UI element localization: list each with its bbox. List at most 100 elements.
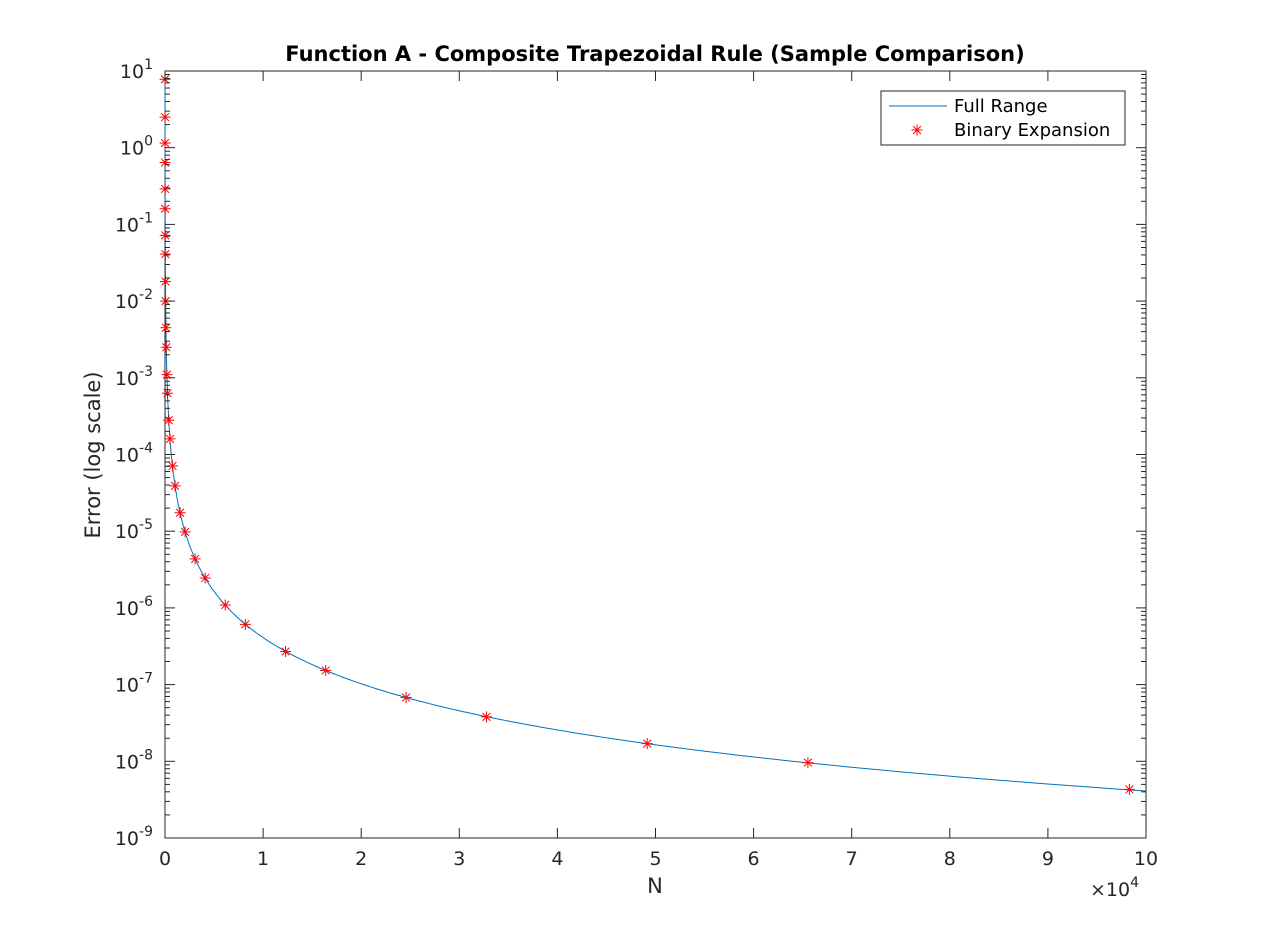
y-tick-label-exponent: -5 xyxy=(139,517,153,533)
marker-stroke xyxy=(803,758,813,767)
y-tick-label: 100 xyxy=(120,134,153,160)
y-tick-label-exponent: -6 xyxy=(139,594,153,610)
data-point-binary-expansion xyxy=(159,111,171,123)
data-point-binary-expansion xyxy=(160,341,172,353)
y-tick-label-exponent: -8 xyxy=(139,747,153,763)
x-tick-label: 9 xyxy=(1042,848,1054,870)
data-point-binary-expansion xyxy=(162,387,174,399)
legend-label-full-range: Full Range xyxy=(954,96,1048,117)
marker-stroke xyxy=(912,125,922,135)
y-tick-label-base: 10 xyxy=(115,598,139,620)
x-tick-labels: 0 1 2 3 4 5 6 7 8 9 10 xyxy=(159,848,1158,870)
marker-stroke xyxy=(160,112,170,122)
y-tick-label: 10-1 xyxy=(115,210,153,236)
marker-stroke xyxy=(164,415,174,425)
data-point-binary-expansion xyxy=(802,757,814,769)
marker-stroke xyxy=(321,666,330,675)
y-tick-label-base: 10 xyxy=(120,138,144,160)
y-tick-label-base: 10 xyxy=(115,291,139,313)
data-point-binary-expansion xyxy=(161,369,173,381)
x-exponent-label: ×104 xyxy=(1090,875,1139,901)
y-tick-label-exponent: -1 xyxy=(139,210,153,226)
y-tick-label-base: 10 xyxy=(115,214,139,236)
y-tick-label: 10-8 xyxy=(115,747,153,773)
marker-stroke xyxy=(401,693,411,702)
x-tick-label: 8 xyxy=(944,848,956,870)
marker-stroke xyxy=(163,388,172,398)
y-tick-label-exponent: -2 xyxy=(139,287,153,303)
marker-stroke xyxy=(281,647,290,656)
y-tick-label: 10-4 xyxy=(115,441,153,467)
y-tick-label-base: 10 xyxy=(120,61,144,83)
y-tick-label-base: 10 xyxy=(115,751,139,773)
y-axis-label: Error (log scale) xyxy=(81,371,105,538)
y-tick-label-exponent: 1 xyxy=(144,57,153,73)
x-tick-label: 4 xyxy=(551,848,563,870)
data-point-binary-expansion xyxy=(280,646,292,658)
y-tick-label-exponent: -3 xyxy=(139,364,153,380)
data-point-binary-expansion xyxy=(159,183,171,195)
series-layer xyxy=(159,70,1147,795)
data-point-binary-expansion xyxy=(320,664,332,676)
marker-stroke xyxy=(642,739,652,748)
data-point-binary-expansion xyxy=(641,738,653,750)
data-point-binary-expansion xyxy=(169,480,181,492)
marker-stroke xyxy=(160,231,170,240)
data-point-binary-expansion xyxy=(159,229,171,241)
axes-box xyxy=(164,70,1147,839)
marker-stroke xyxy=(160,184,170,194)
x-tick-label: 3 xyxy=(453,848,465,870)
x-tick-label: 5 xyxy=(649,848,661,870)
data-point-binary-expansion xyxy=(480,711,492,723)
x-tick-label: 6 xyxy=(748,848,760,870)
marker-stroke xyxy=(161,249,170,259)
marker-stroke xyxy=(482,712,491,722)
y-tick-label-base: 10 xyxy=(115,828,139,850)
marker-stroke xyxy=(161,323,171,332)
y-tick-label-base: 10 xyxy=(115,368,139,390)
legend-marker-asterisk xyxy=(911,124,923,136)
y-tick-label-base: 10 xyxy=(115,675,139,697)
marker-stroke xyxy=(200,573,210,583)
legend-box xyxy=(880,90,1126,146)
x-axis-label: N xyxy=(647,874,663,898)
legend-marker-sample xyxy=(911,124,923,136)
data-point-binary-expansion xyxy=(179,526,191,538)
x-tick-label: 1 xyxy=(257,848,269,870)
marker-stroke xyxy=(165,434,175,444)
x-tick-label: 2 xyxy=(355,848,367,870)
marker-stroke xyxy=(160,138,170,148)
x-exponent-power: 4 xyxy=(1130,875,1139,891)
data-point-binary-expansion xyxy=(1123,783,1135,795)
data-point-binary-expansion xyxy=(199,572,211,584)
data-point-binary-expansion xyxy=(159,157,171,169)
marker-stroke xyxy=(175,508,185,517)
data-point-binary-expansion xyxy=(189,553,201,565)
legend-label-binary-expansion: Binary Expansion xyxy=(954,120,1110,141)
marker-stroke xyxy=(241,620,250,629)
marker-stroke xyxy=(162,370,172,379)
y-tick-label: 10-5 xyxy=(115,517,153,543)
x-exponent-base: ×10 xyxy=(1090,879,1130,901)
marker-stroke xyxy=(190,554,200,564)
tick-layer xyxy=(164,70,1147,839)
marker-stroke xyxy=(162,343,171,352)
y-tick-label: 10-7 xyxy=(115,671,153,697)
marker-stroke xyxy=(161,277,170,286)
data-point-binary-expansion xyxy=(219,599,231,611)
marker-stroke xyxy=(221,600,230,610)
y-tick-label-exponent: -7 xyxy=(139,671,153,687)
marker-stroke xyxy=(160,204,170,213)
y-tick-label-base: 10 xyxy=(115,521,139,543)
marker-stroke xyxy=(170,481,180,491)
data-point-binary-expansion xyxy=(159,203,171,215)
x-tick-label: 7 xyxy=(846,848,858,870)
y-tick-label: 10-3 xyxy=(115,364,153,390)
data-point-binary-expansion xyxy=(174,507,186,519)
x-tick-label: 10 xyxy=(1134,848,1158,870)
y-tick-label: 101 xyxy=(120,57,153,83)
x-tick-label: 0 xyxy=(159,848,171,870)
y-tick-label: 10-2 xyxy=(115,287,153,313)
